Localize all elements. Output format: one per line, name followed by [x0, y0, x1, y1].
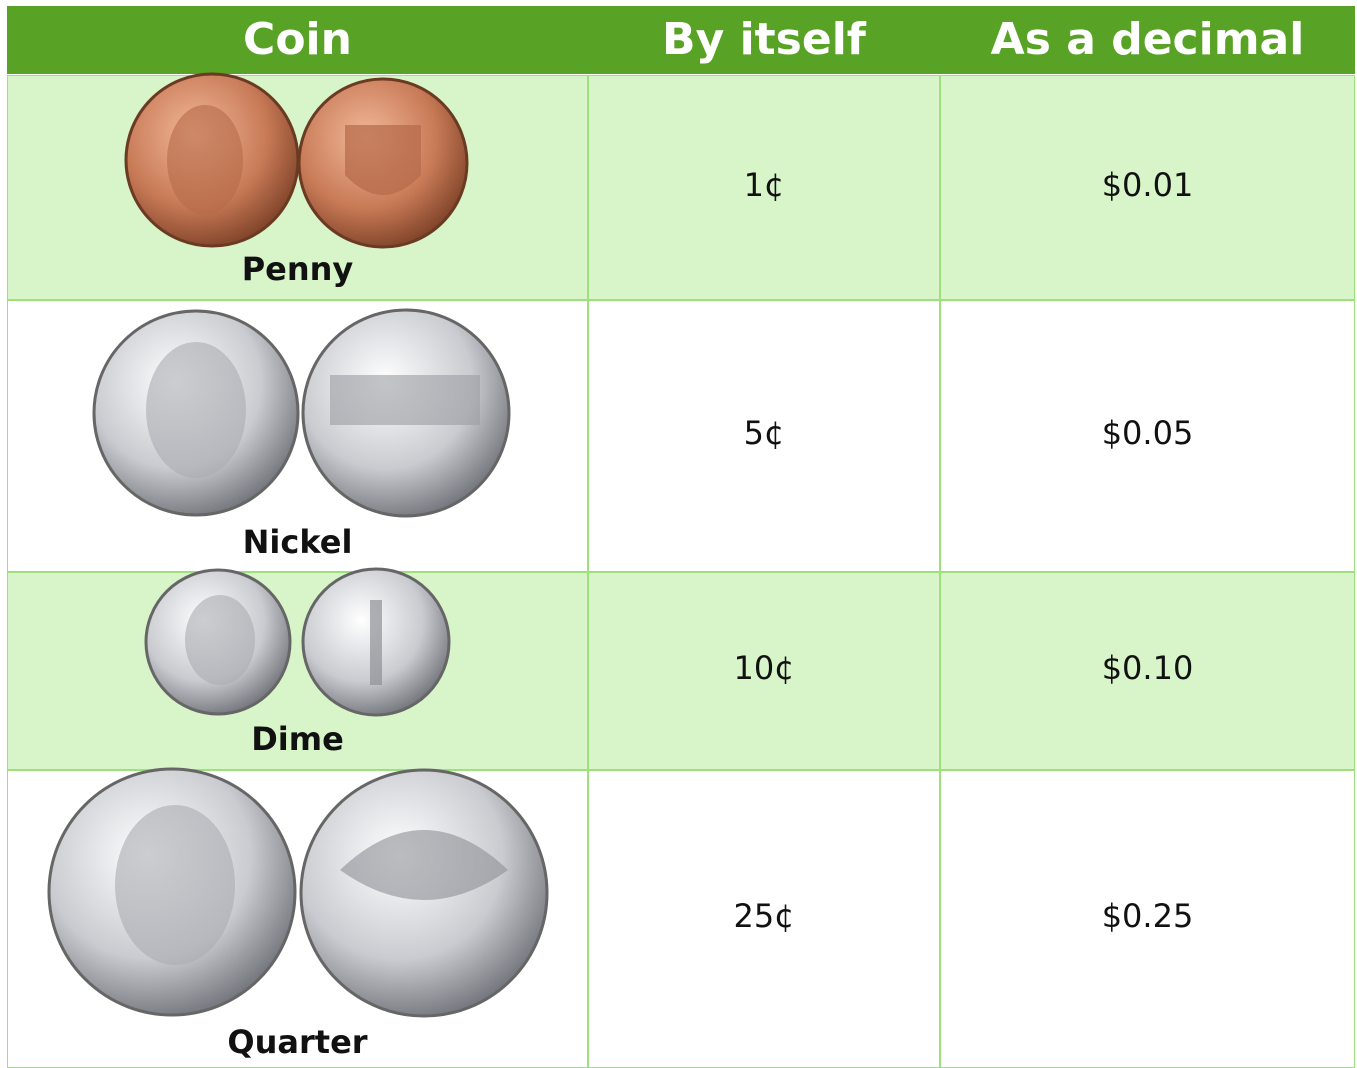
dime-images: [146, 569, 449, 715]
page: Coin By itself As a decimal Penny1¢$0.01…: [0, 0, 1357, 1068]
coin-images: [0, 0, 1357, 1068]
quarter-images: [49, 769, 547, 1016]
penny-images: [126, 74, 467, 247]
nickel-images: [94, 310, 509, 516]
